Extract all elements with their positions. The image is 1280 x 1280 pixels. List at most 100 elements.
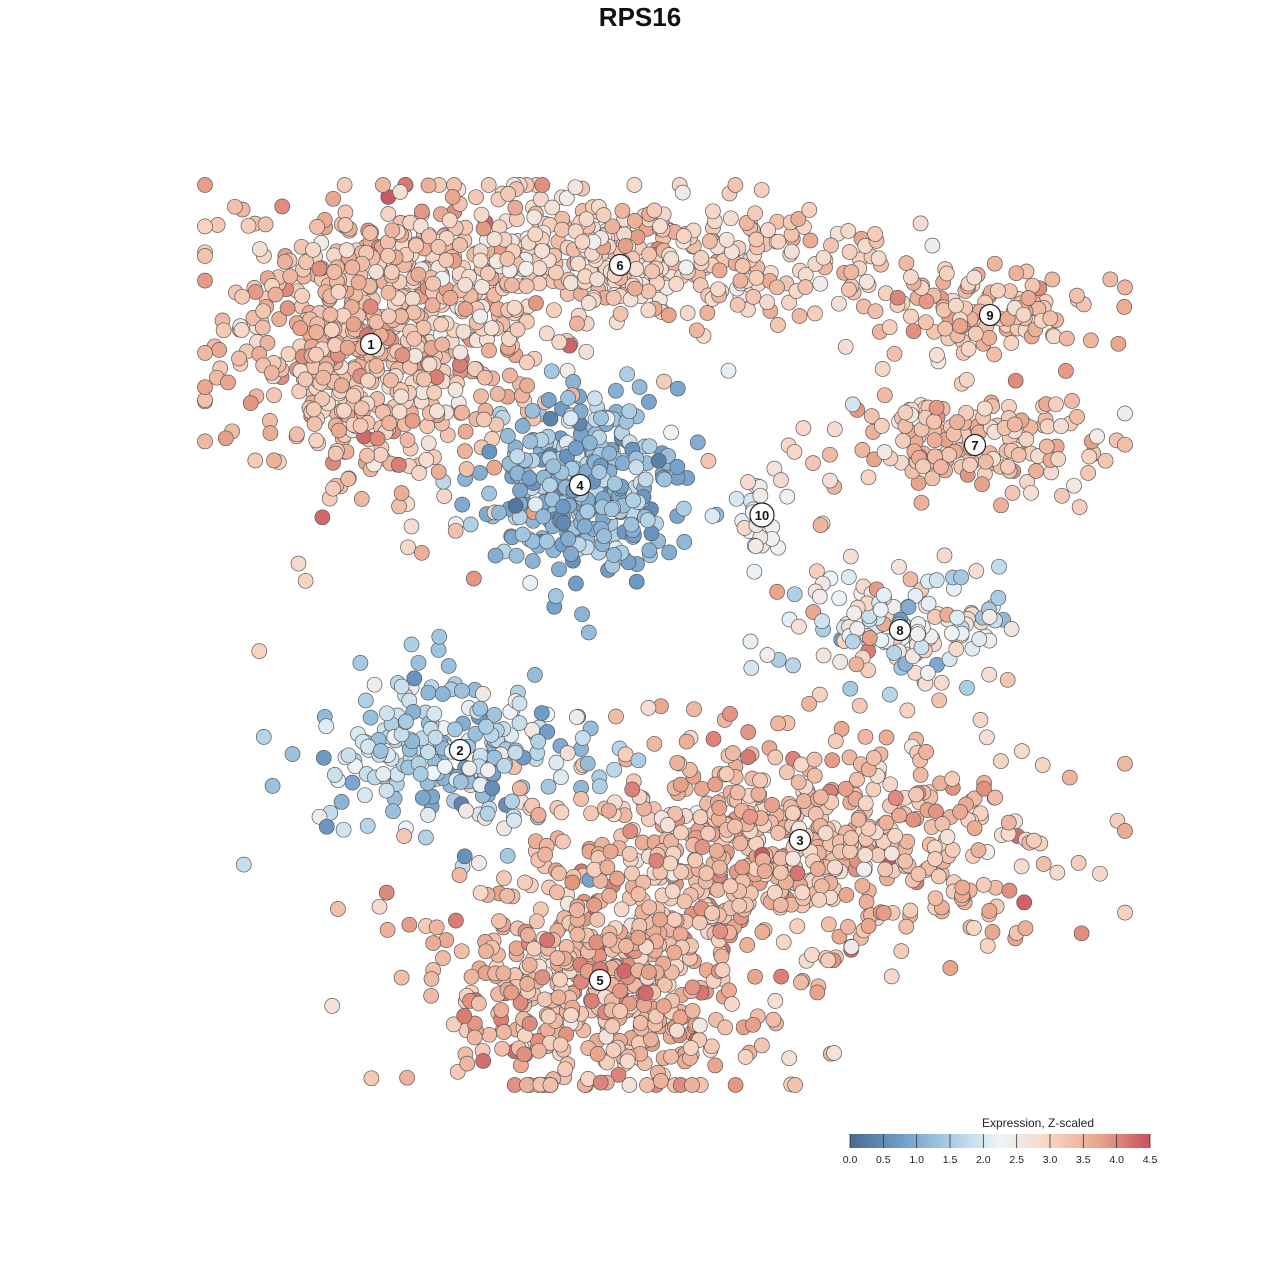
cell-point <box>491 913 507 929</box>
cell-point <box>579 755 596 772</box>
cell-point <box>546 302 562 319</box>
cell-point <box>878 729 895 746</box>
cell-point <box>750 786 767 802</box>
cell-point <box>438 252 455 268</box>
cell-point <box>1016 894 1033 911</box>
cluster-label-7: 7 <box>963 433 987 457</box>
cell-point <box>404 412 421 429</box>
cell-point <box>968 563 985 579</box>
cluster-label-text: 1 <box>367 337 374 352</box>
cell-point <box>431 628 448 645</box>
cell-point <box>369 430 386 447</box>
cell-point <box>745 289 762 305</box>
cell-point <box>966 920 982 936</box>
cell-point <box>434 686 451 702</box>
cell-point <box>1066 477 1082 494</box>
cell-point <box>1070 855 1087 871</box>
cell-point <box>360 372 376 389</box>
colorbar-tick-label: 3.5 <box>1076 1154 1091 1166</box>
cell-point <box>530 733 547 750</box>
cell-point <box>694 839 711 855</box>
cell-point <box>519 377 536 394</box>
cell-point <box>990 590 1007 606</box>
cell-point <box>640 283 657 300</box>
cell-point <box>617 238 634 254</box>
cell-point <box>330 284 347 300</box>
cell-point <box>857 728 874 745</box>
cell-point <box>539 932 556 948</box>
cell-point <box>773 472 789 488</box>
cell-point <box>628 459 645 476</box>
cell-point <box>752 487 769 504</box>
cell-point <box>480 762 496 779</box>
cell-point <box>748 231 765 248</box>
cell-point <box>396 828 412 844</box>
cell-point <box>707 1057 724 1074</box>
cell-point <box>548 264 564 281</box>
cell-point <box>542 1077 559 1093</box>
cell-point <box>282 268 299 285</box>
cell-point <box>842 548 859 565</box>
cell-point <box>684 1077 700 1093</box>
cell-point <box>812 789 829 806</box>
cell-point <box>447 522 464 539</box>
cell-point <box>679 305 696 321</box>
cell-point <box>372 446 389 463</box>
cell-point <box>948 641 965 657</box>
cell-point <box>215 322 232 339</box>
cell-point <box>353 400 370 417</box>
cell-point <box>362 298 379 315</box>
cell-point <box>259 335 276 351</box>
cell-point <box>802 232 819 249</box>
cell-point <box>408 237 425 254</box>
cell-point <box>705 731 722 747</box>
cell-point <box>438 932 455 948</box>
cell-point <box>471 995 487 1012</box>
cell-point <box>357 787 373 804</box>
cell-point <box>905 323 922 340</box>
cell-point <box>902 902 919 919</box>
cell-point <box>656 976 673 993</box>
cell-point <box>514 526 531 543</box>
cell-point <box>1026 832 1042 849</box>
cell-point <box>1071 499 1088 515</box>
cell-point <box>708 842 725 859</box>
cell-point <box>903 269 919 285</box>
cell-point <box>912 767 929 783</box>
cell-point <box>601 887 618 904</box>
cell-point <box>843 830 859 847</box>
colorbar-tick-label: 2.0 <box>976 1154 991 1166</box>
cell-point <box>770 233 787 250</box>
cell-point <box>462 516 479 533</box>
cell-point <box>240 217 257 234</box>
cell-point <box>898 918 915 935</box>
cell-point <box>277 253 293 270</box>
cell-point <box>1020 290 1037 306</box>
cell-point <box>605 290 622 306</box>
colorbar-tick-label: 0.0 <box>843 1154 858 1166</box>
cell-point <box>481 342 497 359</box>
cell-point <box>589 911 606 928</box>
cell-point <box>659 817 676 833</box>
cell-point <box>931 692 948 709</box>
cell-point <box>380 308 397 325</box>
cell-point <box>822 472 838 489</box>
cell-point <box>567 179 584 196</box>
cell-point <box>457 301 474 317</box>
cell-point <box>712 923 729 940</box>
cell-point <box>560 531 577 547</box>
cell-point <box>731 897 748 914</box>
cell-point <box>391 498 407 515</box>
cell-point <box>860 469 877 486</box>
cell-point <box>559 745 576 761</box>
cell-point <box>537 846 554 863</box>
cell-point <box>722 878 739 895</box>
cell-point <box>752 772 768 789</box>
cell-point <box>1015 306 1032 323</box>
cell-point <box>711 859 728 876</box>
cell-point <box>764 796 780 813</box>
cell-point <box>290 555 307 572</box>
cell-point <box>481 1026 498 1043</box>
cell-point <box>791 618 807 635</box>
cell-point <box>599 859 616 876</box>
